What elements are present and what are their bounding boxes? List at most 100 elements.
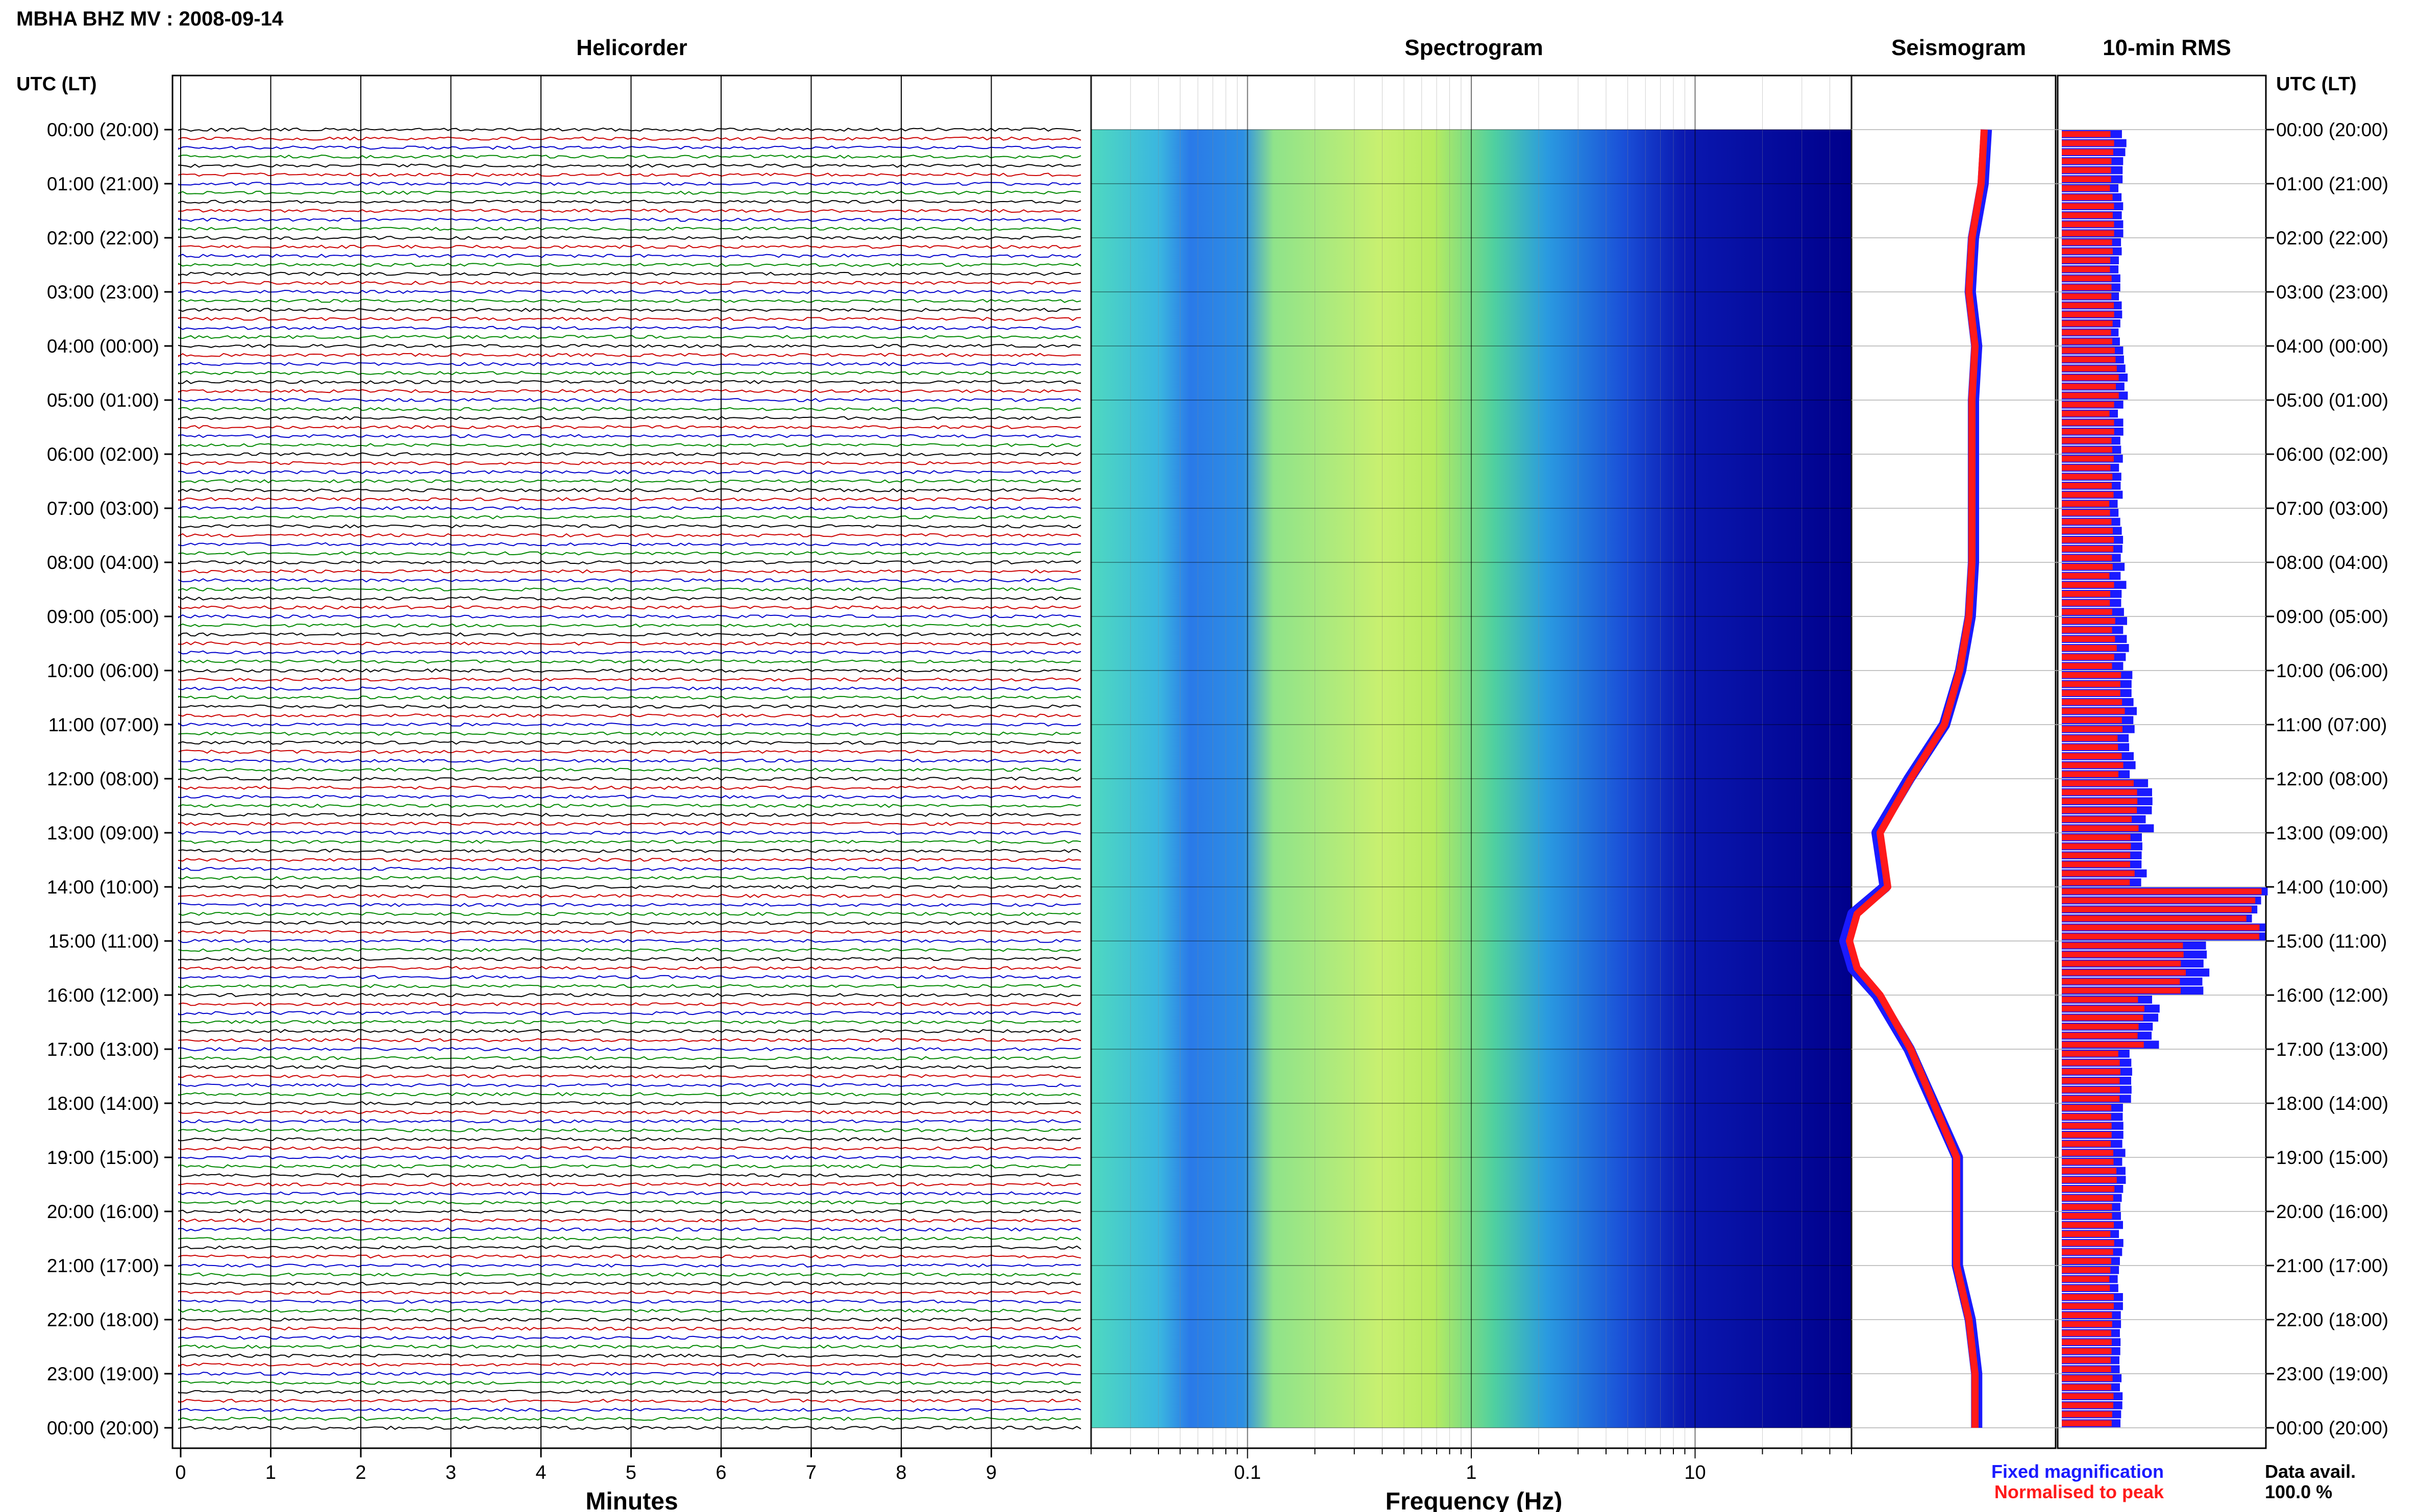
rms-bar-normalised	[2062, 483, 2112, 489]
rms-bar-normalised	[2062, 1059, 2120, 1066]
helicorder-trace	[178, 308, 1081, 312]
helicorder-trace	[178, 389, 1081, 393]
helicorder-x-tick-label: 8	[896, 1462, 906, 1483]
time-label-right: 11:00 (07:00)	[2276, 714, 2387, 735]
time-label-left: 13:00 (09:00)	[47, 823, 159, 844]
chart-title: MBHA BHZ MV : 2008-09-14	[16, 8, 284, 30]
rms-bar-normalised	[2062, 897, 2256, 904]
rms-bar-normalised	[2062, 1186, 2115, 1192]
helicorder-traces	[178, 127, 1081, 1430]
helicorder-trace	[178, 839, 1081, 844]
time-label-right: 22:00 (18:00)	[2276, 1309, 2388, 1330]
time-label-right: 00:00 (20:00)	[2276, 119, 2388, 140]
time-label-left: 03:00 (23:00)	[47, 282, 159, 303]
time-label-right: 03:00 (23:00)	[2276, 282, 2388, 303]
rms-bar-normalised	[2062, 1303, 2114, 1309]
rms-bar-normalised	[2062, 284, 2112, 291]
helicorder-trace	[178, 1272, 1081, 1277]
helicorder-trace	[178, 353, 1081, 358]
rms-bar-normalised	[2062, 1294, 2114, 1300]
helicorder-trace	[178, 1326, 1081, 1331]
helicorder-trace	[178, 975, 1081, 979]
legend-normalised-to-peak: Normalised to peak	[1994, 1481, 2164, 1502]
rms-bar-normalised	[2062, 140, 2114, 146]
helicorder-trace	[178, 1155, 1081, 1160]
rms-bar-normalised	[2062, 365, 2117, 372]
rms-bar-normalised	[2062, 1258, 2111, 1265]
helicorder-trace	[178, 1128, 1081, 1133]
rms-bar-normalised	[2062, 1267, 2111, 1273]
rms-bar-normalised	[2062, 1051, 2118, 1057]
helicorder-trace	[178, 984, 1081, 988]
rms-bar-normalised	[2062, 843, 2131, 850]
spectrogram-x-tick-label: 1	[1466, 1462, 1476, 1483]
time-label-right: 04:00 (00:00)	[2276, 336, 2388, 357]
helicorder-trace	[178, 623, 1081, 628]
rms-bar-normalised	[2062, 780, 2134, 786]
rms-bar-normalised	[2062, 888, 2262, 895]
rms-bar-normalised	[2062, 1024, 2139, 1030]
panel-title-helicorder: Helicorder	[576, 35, 687, 60]
rms-bar-normalised	[2062, 852, 2131, 859]
rms-bar-normalised	[2062, 383, 2116, 390]
rms-bar-normalised	[2062, 320, 2113, 327]
helicorder-trace	[178, 515, 1081, 519]
helicorder-x-tick-label: 7	[806, 1462, 817, 1483]
rms-bar-normalised	[2062, 681, 2120, 687]
helicorder-trace	[178, 677, 1081, 682]
helicorder-trace	[178, 235, 1081, 240]
time-label-left: 05:00 (01:00)	[47, 390, 159, 411]
time-label-left: 14:00 (10:00)	[47, 877, 159, 898]
rms-bar-normalised	[2062, 1086, 2120, 1093]
helicorder-trace	[178, 1191, 1081, 1196]
rms-bar-normalised	[2062, 429, 2114, 435]
helicorder-trace	[178, 596, 1081, 601]
rms-bar-normalised	[2062, 501, 2110, 507]
time-label-left: 02:00 (22:00)	[47, 228, 159, 249]
rms-bar-normalised	[2062, 1195, 2113, 1201]
seismogram-normalised-trace	[1846, 129, 1988, 1428]
rms-bar-normalised	[2062, 1159, 2114, 1165]
rms-bar-normalised	[2062, 1014, 2143, 1021]
helicorder-trace	[178, 289, 1081, 294]
helicorder-trace	[178, 659, 1081, 664]
helicorder-x-axis-label: Minutes	[585, 1488, 678, 1512]
helicorder-trace	[178, 903, 1081, 907]
helicorder-trace	[178, 758, 1081, 763]
helicorder-trace	[178, 1038, 1081, 1043]
helicorder-trace	[178, 316, 1081, 321]
helicorder-trace	[178, 163, 1081, 168]
helicorder-trace	[178, 136, 1081, 141]
helicorder-trace	[178, 957, 1081, 961]
rms-bar-normalised	[2062, 1123, 2112, 1129]
rms-bar-normalised	[2062, 311, 2114, 318]
helicorder-trace	[178, 190, 1081, 195]
helicorder-trace	[178, 569, 1081, 574]
time-label-left: 00:00 (20:00)	[47, 1418, 159, 1439]
helicorder-trace	[178, 1417, 1081, 1421]
time-label-left: 21:00 (17:00)	[47, 1255, 159, 1276]
panel-title-rms: 10-min RMS	[2103, 35, 2231, 60]
rms-bar-normalised	[2062, 915, 2247, 922]
helicorder-trace	[178, 1092, 1081, 1097]
helicorder-trace	[178, 857, 1081, 862]
rms-bar-normalised	[2062, 447, 2112, 453]
rms-bar-normalised	[2062, 1249, 2113, 1255]
rms-bar-normalised	[2062, 194, 2113, 201]
helicorder-trace	[178, 722, 1081, 727]
rms-bar-normalised	[2062, 221, 2114, 228]
rms-bar-normalised	[2062, 1096, 2120, 1102]
data-availability-value: 100.0 %	[2265, 1481, 2332, 1502]
helicorder-trace	[178, 370, 1081, 376]
time-label-right: 12:00 (08:00)	[2276, 769, 2388, 789]
helicorder-x-tick-label: 0	[175, 1462, 186, 1483]
helicorder-trace	[178, 542, 1081, 547]
rms-bar-normalised	[2062, 266, 2110, 272]
rms-bar-normalised	[2062, 1150, 2113, 1156]
time-label-right: 08:00 (04:00)	[2276, 552, 2388, 573]
helicorder-trace	[178, 894, 1081, 898]
helicorder-trace	[178, 524, 1081, 529]
time-labels-right: 00:00 (20:00) 01:00 (21:00) 02:00 (22:00) 0…	[2266, 119, 2388, 1439]
helicorder-trace	[178, 930, 1081, 934]
